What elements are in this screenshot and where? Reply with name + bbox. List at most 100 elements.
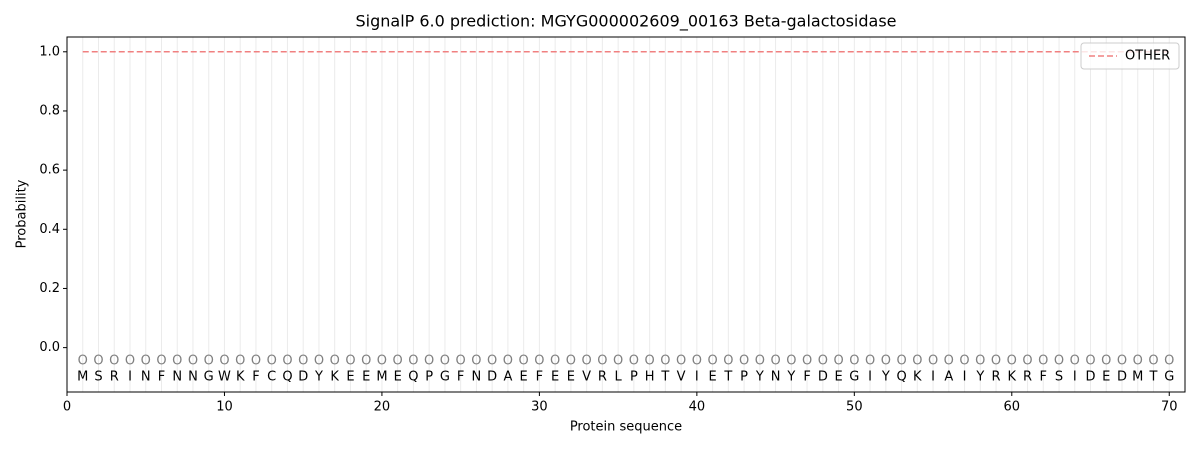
residue: P (740, 370, 748, 385)
predicted-label: O (330, 354, 340, 369)
predicted-label: O (345, 354, 355, 369)
residue: R (1023, 370, 1032, 385)
residue: Y (755, 370, 764, 385)
residue: N (141, 370, 151, 385)
predicted-label: O (975, 354, 985, 369)
predicted-label: O (770, 354, 780, 369)
residue: I (963, 370, 967, 385)
residue: W (218, 370, 231, 385)
residue: V (677, 370, 686, 385)
predicted-label: O (912, 354, 922, 369)
residue: S (94, 370, 102, 385)
residue: F (457, 370, 464, 385)
x-tick-label: 60 (1004, 400, 1021, 415)
predicted-label: O (991, 354, 1001, 369)
predicted-label: O (314, 354, 324, 369)
plot-frame (66, 36, 1186, 393)
residue: G (204, 370, 214, 385)
residue: D (1117, 370, 1127, 385)
predicted-label: O (1054, 354, 1064, 369)
predicted-label: O (944, 354, 954, 369)
residue: E (708, 370, 716, 385)
residue: P (630, 370, 638, 385)
x-tick-label: 40 (689, 400, 706, 415)
residue: C (267, 370, 276, 385)
residue: N (172, 370, 182, 385)
residue: Y (786, 370, 795, 385)
residue: I (128, 370, 132, 385)
residue: D (487, 370, 497, 385)
y-tick-label: 0.6 (39, 163, 60, 178)
predicted-label: O (566, 354, 576, 369)
predicted-label: O (865, 354, 875, 369)
chart-title: SignalP 6.0 prediction: MGYG000002609_00… (355, 12, 896, 32)
x-tick-label: 30 (531, 400, 548, 415)
residue: K (236, 370, 245, 385)
residue: G (1164, 370, 1174, 385)
residue: N (771, 370, 781, 385)
predicted-label: O (959, 354, 969, 369)
predicted-label: O (739, 354, 749, 369)
x-tick-label: 50 (846, 400, 863, 415)
residue: R (598, 370, 607, 385)
predicted-label: O (802, 354, 812, 369)
predicted-label: O (204, 354, 214, 369)
predicted-label: O (298, 354, 308, 369)
predicted-label: O (786, 354, 796, 369)
predicted-label: O (613, 354, 623, 369)
residue: H (645, 370, 655, 385)
residue: I (695, 370, 699, 385)
predicted-label: O (1007, 354, 1017, 369)
residue: Q (896, 370, 906, 385)
residue: F (803, 370, 810, 385)
predicted-label: O (1085, 354, 1095, 369)
predicted-label: O (267, 354, 277, 369)
residue: M (77, 370, 88, 385)
predicted-label: O (723, 354, 733, 369)
predicted-label: O (597, 354, 607, 369)
predicted-label: O (1038, 354, 1048, 369)
x-tick-label: 10 (216, 400, 233, 415)
residue: T (723, 370, 732, 385)
residue: K (913, 370, 922, 385)
predicted-label: O (1070, 354, 1080, 369)
predicted-label: O (1164, 354, 1174, 369)
x-tick-label: 20 (374, 400, 391, 415)
predicted-label: O (629, 354, 639, 369)
predicted-label: O (503, 354, 513, 369)
residue: F (252, 370, 259, 385)
predicted-label: O (424, 354, 434, 369)
predicted-label: O (881, 354, 891, 369)
legend-box (1080, 42, 1180, 70)
predicted-label: O (251, 354, 261, 369)
predicted-label: O (833, 354, 843, 369)
x-tick-label: 0 (63, 400, 71, 415)
residue: E (567, 370, 575, 385)
residue: A (503, 370, 512, 385)
y-tick-label: 0.4 (39, 222, 60, 237)
y-axis-label: Probability (15, 179, 30, 248)
residue: F (536, 370, 543, 385)
residue: D (1086, 370, 1096, 385)
predicted-label: O (219, 354, 229, 369)
predicted-label: O (172, 354, 182, 369)
predicted-label: O (393, 354, 403, 369)
residue: E (394, 370, 402, 385)
residue: R (110, 370, 119, 385)
predicted-label: O (519, 354, 529, 369)
residue: T (1149, 370, 1158, 385)
residue: Q (282, 370, 292, 385)
residue: Q (408, 370, 418, 385)
residue: Y (314, 370, 323, 385)
y-tick-label: 0.2 (39, 281, 60, 296)
residue: Y (881, 370, 890, 385)
residue: G (440, 370, 450, 385)
residue: M (1132, 370, 1143, 385)
residue: D (298, 370, 308, 385)
predicted-label: O (849, 354, 859, 369)
residue: N (472, 370, 482, 385)
predicted-label: O (928, 354, 938, 369)
residue: T (660, 370, 669, 385)
residue: E (1102, 370, 1110, 385)
residue: K (1008, 370, 1017, 385)
